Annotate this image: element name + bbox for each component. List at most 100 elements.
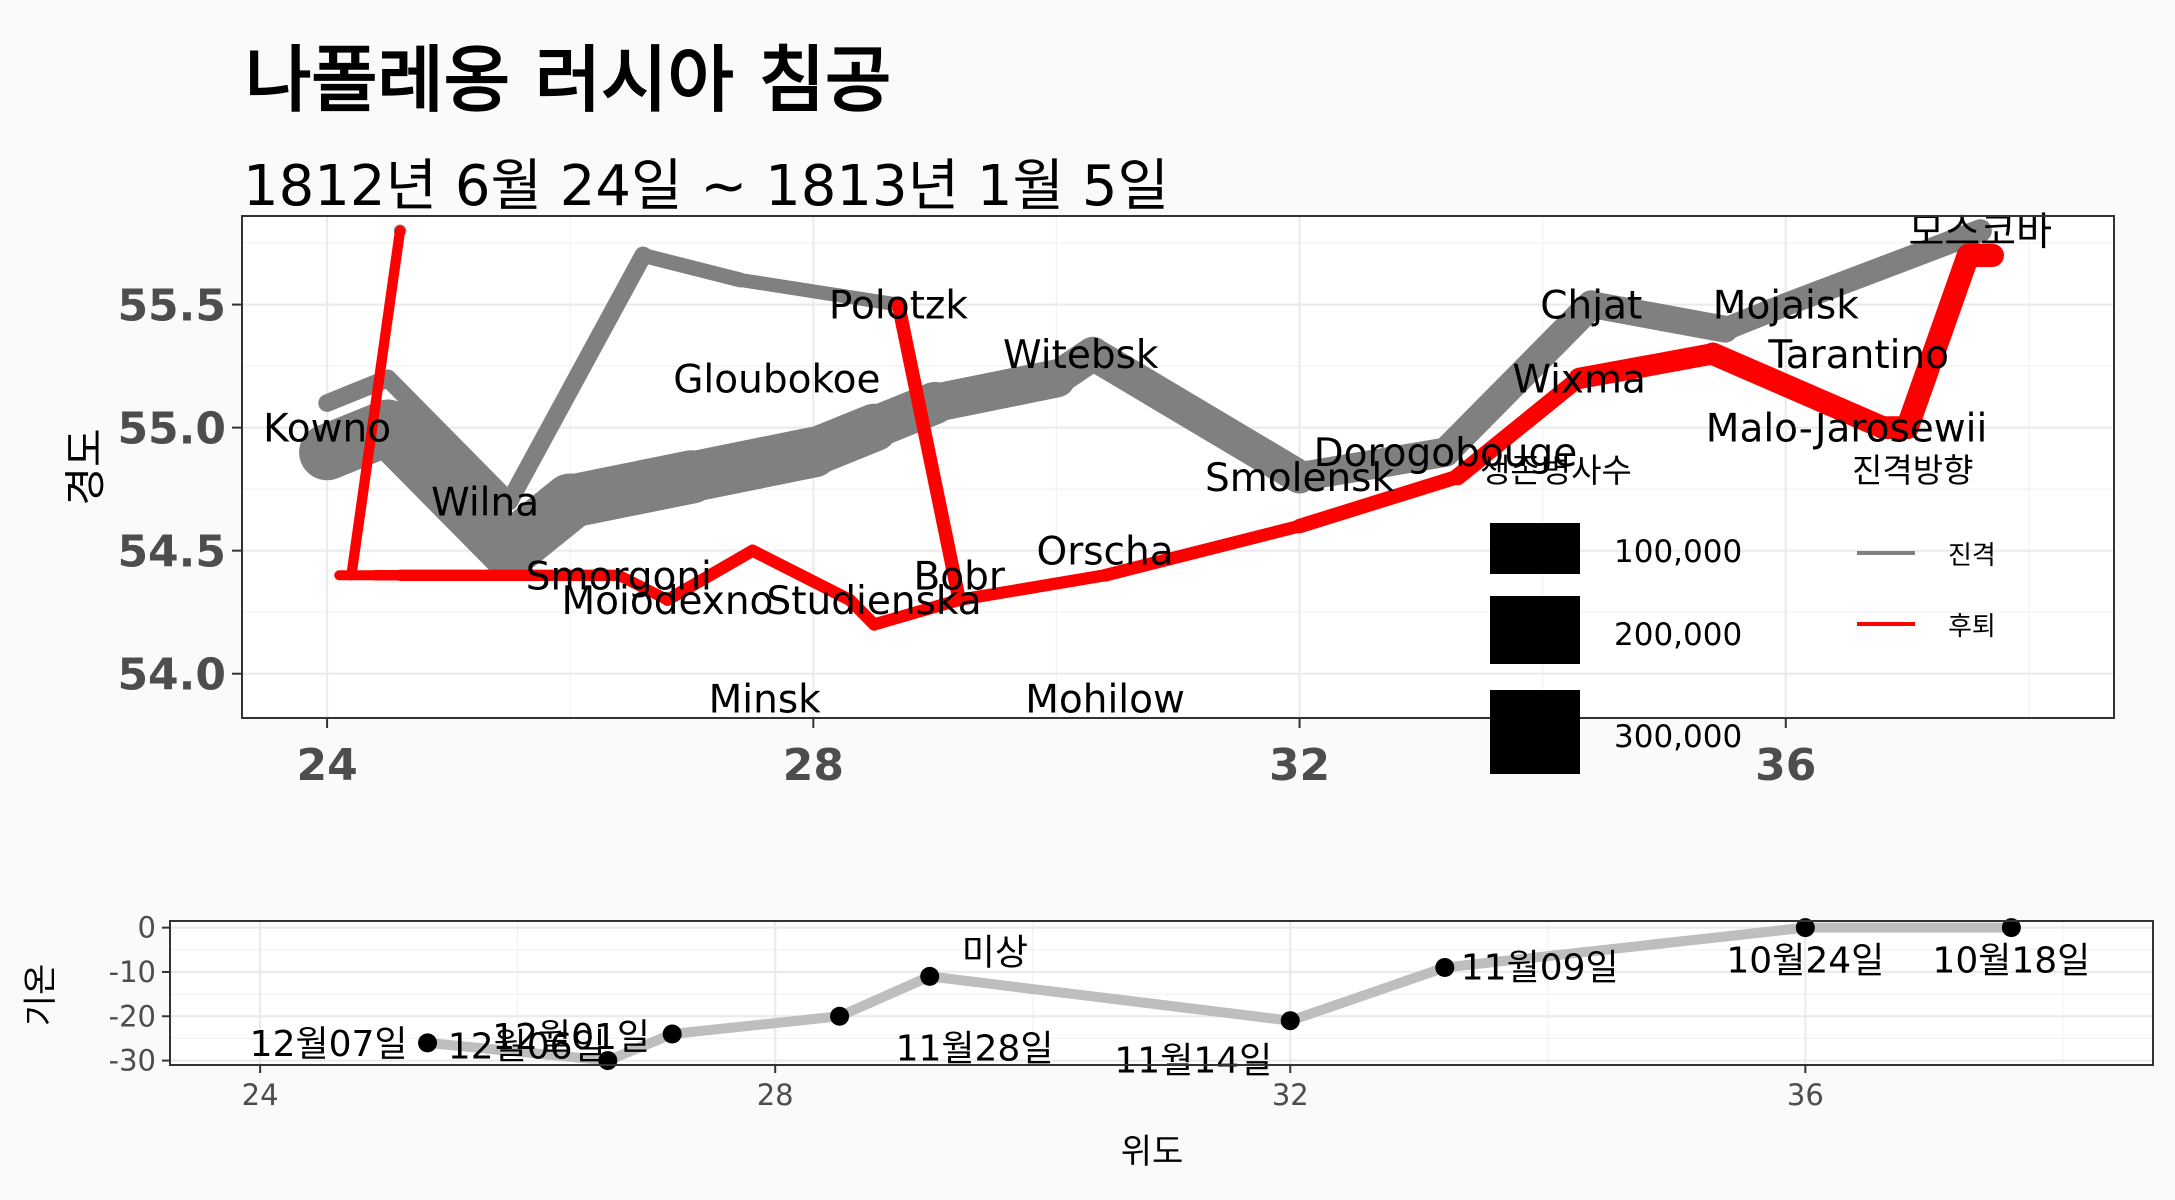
troop-path-segment: [1284, 437, 1461, 492]
size-legend-key-1: [1490, 523, 1580, 574]
temperature-y-tick-label: -10: [109, 955, 156, 989]
temperature-x-tick-label: 24: [242, 1078, 279, 1112]
troop-path-segment: [891, 297, 966, 607]
troop-path-segment: [1577, 291, 1739, 343]
color-legend-title: 진격방향: [1852, 451, 1973, 490]
temperature-point: [920, 966, 940, 986]
city-label: Orscha: [1037, 530, 1174, 575]
troop-path-segment: [746, 544, 856, 606]
troop-path-segment: [635, 247, 748, 288]
legend: 생존병사수 100,000 200,000 300,000 진격방향 진격 후퇴: [1480, 451, 1996, 774]
chart-title: 나폴레옹 러시아 침공: [245, 38, 891, 122]
troop-path-segment: [359, 399, 538, 579]
temperature-point: [418, 1033, 438, 1053]
troop-path-segment: [379, 369, 519, 511]
city-label: Bobr: [913, 554, 1005, 599]
size-legend-title: 생존병사수: [1480, 451, 1632, 490]
temperature-date-label: 11월09일: [1461, 948, 1619, 989]
temperature-date-label: 11월14일: [1114, 1041, 1272, 1082]
troop-path-segment: [1774, 219, 1992, 317]
size-legend-label-1: 100,000: [1614, 534, 1742, 570]
map-x-tick-label: 32: [1269, 740, 1330, 791]
city-label: Smorgoni: [526, 554, 712, 599]
troop-path-segment: [613, 569, 674, 606]
city-label: Dorogobouge: [1314, 431, 1578, 476]
troop-path-retreat-group-2: [891, 297, 966, 607]
troop-path-segment: [1449, 369, 1588, 486]
map-y-axis-title: 경도: [61, 428, 110, 505]
troop-path-segment: [1568, 343, 1724, 390]
city-label: Wixma: [1512, 357, 1646, 402]
temperature-point: [2001, 918, 2021, 938]
temperature-date-label: 미상: [962, 932, 1028, 973]
city-label: Gloubokoe: [673, 357, 880, 402]
map-x-tick-label: 24: [296, 740, 357, 791]
city-label: Minsk: [709, 677, 822, 722]
city-label: Kowno: [263, 407, 391, 452]
city-label: Malo-Jarosewii: [1706, 407, 1988, 452]
map-x-tick-label: 28: [783, 740, 844, 791]
city-label: Mojaisk: [1713, 284, 1859, 329]
temperature-date-label: 10월24일: [1726, 941, 1884, 982]
temperature-x-tick-label: 36: [1787, 1078, 1824, 1112]
city-label: Smolensk: [1205, 456, 1394, 501]
temperature-x-tick-label: 32: [1272, 1078, 1309, 1112]
size-legend-label-2: 200,000: [1614, 617, 1742, 653]
temperature-point: [662, 1024, 682, 1044]
temperature-y-tick-label: -30: [109, 1044, 156, 1078]
troop-path-segment: [733, 272, 906, 312]
city-label: Moiodexno: [561, 579, 773, 624]
temperature-panel: [170, 921, 2153, 1065]
troop-path-segment: [661, 544, 759, 606]
temperature-date-label: 12월01일: [492, 1017, 650, 1058]
map-y-tick-label: 54.5: [117, 527, 226, 578]
temperature-x-axis-title: 위도: [1121, 1132, 1184, 1172]
temperature-date-label: 12월06일: [448, 1027, 606, 1068]
troop-path-segment: [346, 225, 406, 581]
troop-paths: [299, 219, 2005, 631]
temperature-point: [1435, 958, 1455, 978]
temperature-point: [830, 1006, 850, 1026]
temperature-y-tick-label: 0: [138, 911, 156, 945]
temperature-y-axis-title: 기온: [21, 964, 61, 1027]
map-y-tick-label: 54.0: [117, 650, 226, 701]
temperature-point: [1795, 918, 1815, 938]
troop-path-segment: [1292, 469, 1465, 534]
troop-path-retreat-group-1: [334, 243, 2005, 631]
temperature-date-label: 11월28일: [896, 1028, 1054, 1069]
troop-path-segment: [1895, 243, 1980, 440]
city-label: Wilna: [431, 480, 539, 525]
map-axis-ticks: 24 28 32 36 54.0 54.5 55.0 55.5: [117, 281, 1816, 791]
map-panel-border: [241, 215, 2115, 719]
troop-path-segment: [915, 359, 1076, 423]
troop-path-segment: [1701, 342, 1895, 439]
size-legend-label-3: 300,000: [1614, 719, 1742, 755]
map-y-tick-label: 55.0: [117, 404, 226, 455]
city-label: 모스코바: [1909, 210, 2053, 255]
troop-path-segment: [1431, 290, 1606, 467]
chart-subtitle: 1812년 6월 24일 ~ 1813년 1월 5일: [243, 154, 1169, 219]
troop-path-segment: [1098, 519, 1306, 582]
size-legend-key-2: [1490, 596, 1580, 664]
troop-path-retreat-group-3: [346, 225, 406, 581]
map-x-tick-label: 36: [1755, 740, 1816, 791]
color-legend-label-advance: 진격: [1948, 541, 1996, 571]
city-label: Tarantino: [1767, 333, 1949, 378]
map-y-tick-label: 55.5: [117, 281, 226, 332]
temperature-panel-border: [169, 920, 2154, 1066]
temperature-date-label: 12월07일: [250, 1024, 408, 1065]
city-label: Mohilow: [1025, 677, 1185, 722]
temperature-date-labels: 10월18일10월24일11월09일11월14일미상11월28일12월01일12…: [250, 932, 2091, 1081]
city-label: Chjat: [1540, 284, 1642, 329]
color-legend-label-retreat: 후퇴: [1948, 612, 1996, 642]
temperature-x-tick-label: 28: [757, 1078, 794, 1112]
size-legend-key-3: [1490, 690, 1580, 774]
temperature-point: [1280, 1011, 1300, 1031]
city-label: Witebsk: [1003, 333, 1159, 378]
troop-path-segment: [1076, 337, 1317, 494]
troop-path-segment: [953, 569, 1112, 606]
temperature-axis-ticks: 24 28 32 36 0 -10 -20 -30: [109, 911, 1824, 1112]
temperature-date-label: 10월18일: [1932, 941, 2090, 982]
